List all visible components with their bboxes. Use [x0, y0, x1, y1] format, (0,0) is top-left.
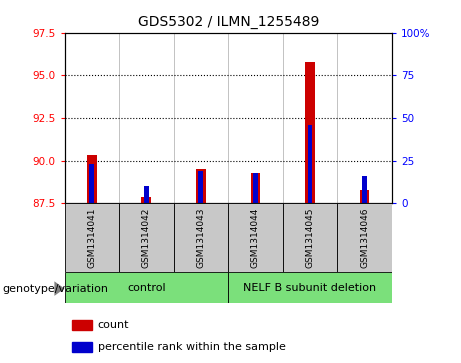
Text: control: control: [127, 283, 165, 293]
Bar: [228, 272, 392, 303]
Bar: [72, 320, 92, 330]
Text: genotype/variation: genotype/variation: [2, 284, 108, 294]
Text: GSM1314046: GSM1314046: [360, 208, 369, 268]
Text: NELF B subunit deletion: NELF B subunit deletion: [243, 283, 377, 293]
Bar: [142, 197, 151, 203]
Bar: [87, 155, 97, 203]
Text: GSM1314042: GSM1314042: [142, 208, 151, 268]
Bar: [251, 172, 260, 203]
Text: GSM1314044: GSM1314044: [251, 208, 260, 268]
Bar: [199, 171, 203, 203]
Bar: [283, 203, 337, 272]
Bar: [196, 169, 206, 203]
Bar: [144, 186, 149, 203]
Bar: [228, 203, 283, 272]
Bar: [65, 203, 119, 272]
Bar: [253, 172, 258, 203]
Bar: [65, 272, 228, 303]
Text: percentile rank within the sample: percentile rank within the sample: [98, 342, 286, 352]
Text: GSM1314045: GSM1314045: [306, 208, 314, 268]
Bar: [89, 164, 94, 203]
Bar: [337, 203, 392, 272]
Bar: [174, 203, 228, 272]
Bar: [305, 62, 315, 203]
Bar: [362, 176, 367, 203]
Bar: [360, 189, 369, 203]
Title: GDS5302 / ILMN_1255489: GDS5302 / ILMN_1255489: [137, 15, 319, 29]
Bar: [119, 203, 174, 272]
Text: count: count: [98, 320, 129, 330]
Polygon shape: [54, 281, 65, 296]
Bar: [307, 125, 313, 203]
Text: GSM1314043: GSM1314043: [196, 208, 206, 268]
Text: GSM1314041: GSM1314041: [87, 208, 96, 268]
Bar: [72, 342, 92, 352]
